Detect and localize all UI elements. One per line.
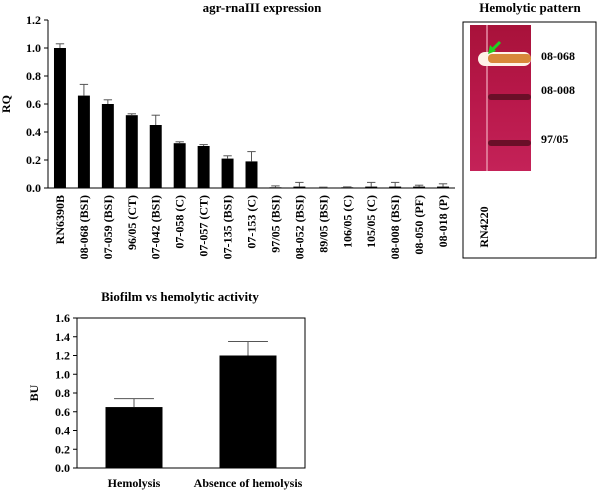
y-tick-label: 1.6 bbox=[55, 311, 70, 325]
y-axis-label: RQ bbox=[0, 95, 13, 113]
y-tick-label: 1.2 bbox=[26, 13, 41, 27]
band-label: 08-008 bbox=[541, 83, 575, 97]
x-tick-label: 07-042 (BSI) bbox=[149, 195, 163, 259]
bar bbox=[125, 115, 138, 188]
x-tick-label: Hemolysis bbox=[108, 476, 161, 490]
x-tick-label: 106/05 (C) bbox=[340, 195, 354, 248]
x-tick-label: 07-058 (C) bbox=[173, 195, 187, 249]
arrow-head bbox=[488, 45, 496, 54]
bar bbox=[221, 158, 234, 188]
bar bbox=[437, 186, 450, 188]
x-tick-label: 08-050 (PF) bbox=[412, 195, 426, 255]
y-tick-label: 0.8 bbox=[26, 69, 41, 83]
y-tick-label: 0.4 bbox=[26, 125, 41, 139]
x-tick-label: 96/05 (CT) bbox=[125, 195, 139, 250]
bar bbox=[149, 125, 162, 188]
bar bbox=[173, 143, 186, 188]
band bbox=[488, 94, 531, 100]
y-tick-label: 1.2 bbox=[55, 349, 70, 363]
bar bbox=[365, 186, 378, 188]
y-tick-label: 1.0 bbox=[55, 367, 70, 381]
y-tick-label: 0.6 bbox=[26, 97, 41, 111]
bar bbox=[219, 355, 277, 468]
bar bbox=[413, 186, 426, 188]
x-tick-label: 07-059 (BSI) bbox=[101, 195, 115, 259]
x-tick-label: 08-068 (BSI) bbox=[77, 195, 91, 259]
y-tick-label: 0.2 bbox=[26, 153, 41, 167]
y-tick-label: 1.4 bbox=[55, 330, 70, 344]
x-tick-label: 07-135 (BSI) bbox=[221, 195, 235, 259]
y-tick-label: 0.6 bbox=[55, 405, 70, 419]
y-axis-label: BU bbox=[27, 384, 41, 401]
x-tick-label: 08-008 (BSI) bbox=[388, 195, 402, 259]
y-tick-label: 1.0 bbox=[26, 41, 41, 55]
y-tick-label: 0.8 bbox=[55, 386, 70, 400]
bar bbox=[293, 186, 306, 188]
bar bbox=[341, 187, 354, 189]
x-tick-label: RN6390B bbox=[53, 195, 67, 244]
y-tick-label: 0.0 bbox=[55, 461, 70, 475]
bar bbox=[317, 187, 330, 189]
band-label: 97/05 bbox=[541, 132, 568, 146]
x-tick-label: 105/05 (C) bbox=[364, 195, 378, 248]
bar bbox=[53, 48, 66, 188]
photo-frame bbox=[462, 21, 597, 259]
strain-label: RN4220 bbox=[477, 206, 491, 247]
chart-title: Biofilm vs hemolytic activity bbox=[101, 289, 259, 304]
y-tick-label: 0.4 bbox=[55, 424, 70, 438]
chart-title: agr-rnaIII expression bbox=[203, 0, 323, 15]
x-tick-label: 08-052 (BSI) bbox=[292, 195, 306, 259]
y-tick-label: 0.2 bbox=[55, 442, 70, 456]
band bbox=[488, 140, 531, 146]
x-tick-label: 97/05 (BSI) bbox=[268, 195, 282, 253]
bar bbox=[77, 95, 90, 188]
bar bbox=[245, 161, 258, 188]
x-tick-label: 08-018 (P) bbox=[436, 195, 450, 247]
bar bbox=[105, 407, 163, 468]
bar bbox=[389, 186, 402, 188]
bar bbox=[197, 146, 210, 188]
bar bbox=[101, 104, 114, 188]
band-label: 08-068 bbox=[541, 49, 575, 63]
plot-frame bbox=[76, 317, 306, 469]
y-tick-label: 0.0 bbox=[26, 181, 41, 195]
x-tick-label: 07-057 (CT) bbox=[197, 195, 211, 257]
bar bbox=[269, 187, 282, 189]
x-tick-label: 07-153 (C) bbox=[245, 195, 259, 249]
x-tick-label: Absence of hemolysis bbox=[194, 476, 303, 490]
x-tick-label: 89/05 (BSI) bbox=[316, 195, 330, 253]
photo-title: Hemolytic pattern bbox=[479, 0, 581, 15]
band bbox=[488, 54, 531, 63]
